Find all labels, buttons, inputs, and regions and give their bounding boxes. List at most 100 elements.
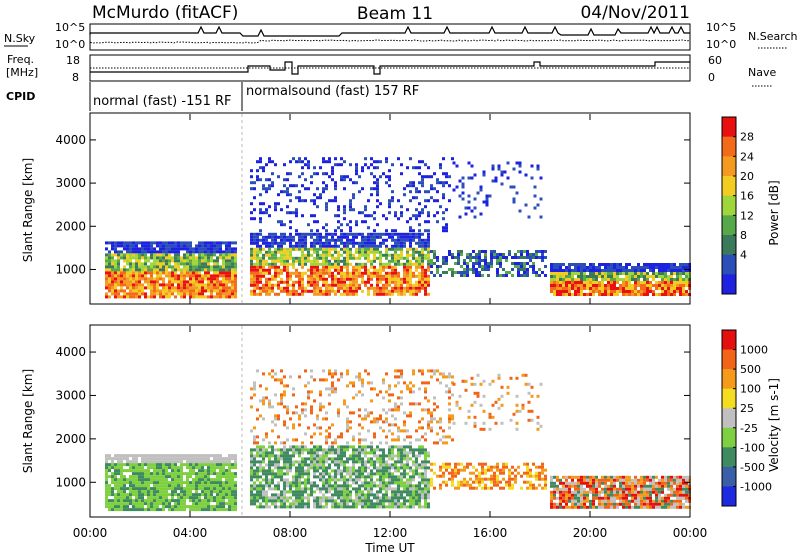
data-cell	[259, 274, 262, 278]
data-cell	[156, 505, 159, 509]
data-cell	[670, 293, 673, 296]
data-cell	[301, 502, 304, 506]
data-cell	[265, 475, 268, 479]
data-cell	[201, 283, 204, 287]
data-cell	[334, 438, 337, 442]
data-cell	[455, 164, 459, 168]
data-cell	[271, 286, 274, 290]
data-cell	[460, 253, 463, 256]
data-cell	[301, 280, 304, 284]
data-cell	[376, 445, 379, 449]
data-cell	[201, 454, 204, 458]
data-cell	[150, 493, 153, 497]
data-cell	[213, 454, 216, 458]
data-cell	[385, 463, 388, 467]
data-cell	[271, 499, 274, 503]
data-cell	[508, 271, 511, 274]
data-cell	[259, 265, 262, 269]
data-cell	[189, 505, 192, 509]
data-cell	[502, 268, 505, 271]
data-cell	[346, 262, 349, 266]
data-cell	[250, 454, 253, 458]
data-cell	[120, 244, 123, 248]
data-cell	[418, 253, 421, 257]
data-cell	[262, 484, 265, 488]
data-cell	[295, 496, 298, 500]
data-cell	[259, 238, 262, 242]
data-cell	[322, 250, 325, 254]
data-cell	[379, 441, 382, 445]
data-cell	[277, 283, 280, 287]
data-cell	[153, 466, 156, 470]
data-cell	[340, 241, 343, 245]
data-cell	[253, 235, 256, 239]
data-cell	[231, 295, 234, 299]
data-cell	[340, 157, 343, 161]
data-cell	[162, 475, 165, 479]
data-cell	[298, 157, 301, 161]
data-cell	[174, 484, 177, 488]
data-cell	[123, 259, 126, 263]
data-cell	[126, 454, 129, 458]
data-cell	[186, 250, 189, 254]
data-cell	[192, 265, 195, 269]
data-cell	[231, 472, 234, 476]
data-cell	[514, 256, 517, 259]
data-cell	[536, 164, 540, 168]
data-cell	[337, 457, 340, 461]
data-cell	[280, 496, 283, 500]
data-cell	[316, 496, 319, 500]
data-cell	[105, 475, 108, 479]
data-cell	[274, 441, 277, 445]
data-cell	[607, 266, 610, 269]
data-cell	[424, 448, 427, 452]
data-cell	[105, 277, 108, 281]
data-cell	[391, 247, 394, 251]
data-cell	[168, 472, 171, 476]
data-cell	[379, 268, 382, 272]
data-cell	[316, 487, 319, 491]
data-cell	[364, 505, 367, 509]
data-cell	[114, 277, 117, 281]
data-cell	[289, 238, 292, 242]
data-cell	[349, 292, 352, 296]
data-cell	[168, 241, 171, 245]
data-cell	[129, 508, 132, 512]
data-cell	[628, 278, 631, 281]
data-cell	[589, 269, 592, 272]
data-cell	[286, 190, 289, 194]
data-cell	[216, 481, 219, 485]
data-cell	[213, 250, 216, 254]
data-cell	[322, 241, 325, 245]
data-cell	[286, 172, 289, 176]
data-cell	[120, 508, 123, 512]
data-cell	[397, 469, 400, 473]
data-cell	[280, 286, 283, 290]
data-cell	[186, 280, 189, 284]
data-cell	[427, 481, 430, 485]
data-cell	[670, 266, 673, 269]
data-cell	[186, 475, 189, 479]
data-cell	[412, 196, 415, 200]
data-cell	[198, 454, 201, 458]
data-cell	[379, 460, 382, 464]
data-cell	[105, 253, 108, 257]
data-cell	[373, 256, 376, 260]
data-cell	[418, 202, 421, 206]
data-cell	[210, 490, 213, 494]
data-cell	[177, 457, 180, 461]
data-cell	[222, 490, 225, 494]
data-cell	[298, 241, 301, 245]
data-cell	[640, 272, 643, 275]
data-cell	[177, 250, 180, 254]
data-cell	[189, 280, 192, 284]
data-cell	[262, 247, 265, 251]
data-cell	[433, 253, 436, 256]
data-cell	[337, 463, 340, 467]
data-cell	[322, 283, 325, 287]
data-cell	[156, 466, 159, 470]
data-cell	[283, 238, 286, 242]
data-cell	[207, 466, 210, 470]
data-cell	[256, 292, 259, 296]
data-cell	[283, 466, 286, 470]
